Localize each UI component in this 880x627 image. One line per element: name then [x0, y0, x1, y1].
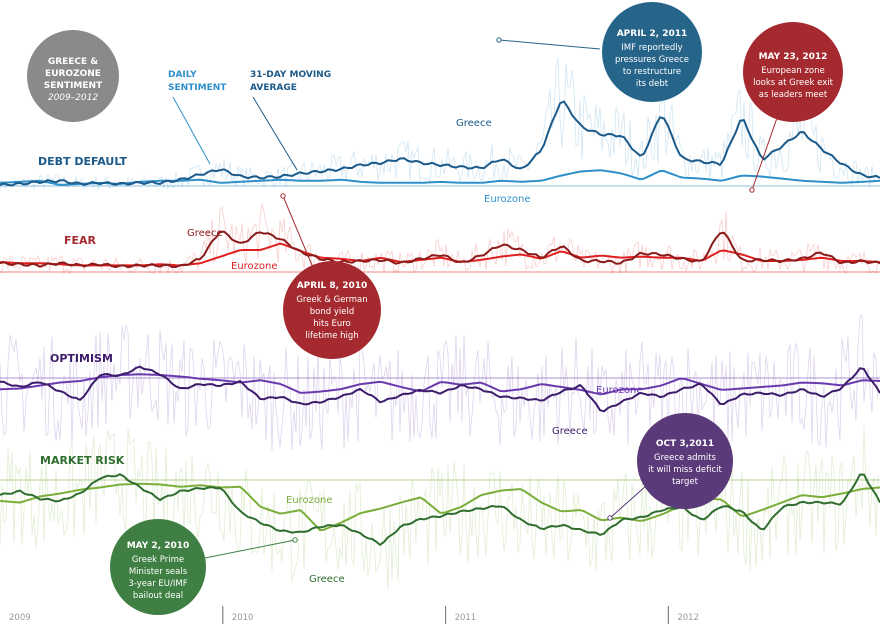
annotation-text-line: target	[672, 477, 699, 487]
annotation-bubble	[283, 261, 381, 359]
annotation-pointer	[751, 114, 779, 191]
annotation-text-line: looks at Greek exit	[753, 78, 834, 88]
annotation-pointer	[204, 539, 296, 559]
title-subtitle: 2009–2012	[48, 93, 99, 103]
title-line-1: GREECE &	[48, 57, 98, 67]
annotation-text-line: lifetime high	[305, 331, 358, 341]
panel-label-market-risk: MARKET RISK	[40, 454, 125, 467]
annotation-date: OCT 3,2011	[656, 439, 714, 449]
legend: DAILY SENTIMENT 31-DAY MOVING AVERAGE	[168, 70, 331, 171]
annotation-marker	[292, 537, 298, 543]
annotation-bubble	[743, 22, 843, 122]
annotation-text-line: hits Euro	[313, 319, 350, 329]
title-line-2: EUROZONE	[45, 69, 101, 79]
annotation-marker	[280, 193, 286, 199]
optimism-greece-label: Greece	[552, 426, 588, 437]
annotation-may-23-2012: MAY 23, 2012 European zone looks at Gree…	[743, 22, 843, 193]
annotation-text-line: Greek Prime	[132, 555, 184, 565]
title-badge-circle	[27, 30, 119, 122]
legend-average-pointer	[252, 96, 298, 171]
optimism-greece-moving-average	[0, 365, 880, 413]
fear-eurozone-label: Eurozone	[231, 261, 278, 272]
title-line-3: SENTIMENT	[44, 81, 103, 91]
annotation-may-2-2010: MAY 2, 2010 Greek Prime Minister seals 3…	[110, 519, 298, 615]
legend-average-line-1: 31-DAY MOVING	[250, 70, 331, 80]
annotation-pointer	[498, 39, 601, 50]
annotation-marker	[607, 515, 613, 521]
annotation-marker	[496, 37, 502, 43]
annotation-pointer	[609, 484, 648, 519]
year-label-2011: 2011	[455, 613, 477, 623]
fear-greece-moving-average	[0, 230, 880, 269]
annotation-text-line: to restructure	[623, 67, 681, 77]
debt-default-eurozone-moving-average	[0, 169, 880, 186]
baseline-layer	[0, 185, 880, 481]
annotation-text-line: Minister seals	[129, 567, 188, 577]
panel-label-optimism: OPTIMISM	[50, 352, 113, 365]
annotation-date: APRIL 8, 2010	[297, 281, 368, 291]
year-label-2010: 2010	[232, 613, 254, 623]
annotation-bubble	[602, 2, 702, 102]
daily-sentiment-layer	[0, 57, 879, 590]
annotation-oct-3-2011: OCT 3,2011 Greece admits it will miss de…	[607, 413, 733, 521]
optimism-eurozone-moving-average	[0, 373, 880, 396]
x-axis: 2009 2010 2011 2012	[9, 606, 699, 624]
annotation-april-8-2010: APRIL 8, 2010 Greek & German bond yield …	[280, 193, 381, 359]
optimism-eurozone-label: Eurozone	[596, 385, 643, 396]
fear-greece-label: Greece	[187, 228, 223, 239]
debt-eurozone-label: Eurozone	[484, 194, 531, 205]
annotation-date: MAY 2, 2010	[127, 541, 190, 551]
annotation-bubble	[637, 413, 733, 509]
market-risk-greece-moving-average	[0, 473, 880, 546]
moving-average-layer	[0, 100, 880, 546]
annotations: APRIL 2, 2011 IMF reportedly pressures G…	[110, 2, 843, 615]
debt-default-greece-moving-average	[0, 100, 880, 187]
annotation-text-line: Greece admits	[654, 453, 717, 463]
debt-greece-label: Greece	[456, 118, 492, 129]
annotation-date: MAY 23, 2012	[759, 52, 828, 62]
legend-average-line-2: AVERAGE	[250, 83, 297, 93]
legend-daily-pointer	[172, 96, 211, 165]
legend-daily-line-1: DAILY	[168, 70, 197, 80]
annotation-bubble	[110, 519, 206, 615]
annotation-date: APRIL 2, 2011	[617, 29, 688, 39]
annotation-text-line: IMF reportedly	[621, 43, 682, 53]
annotation-text-line: as leaders meet	[759, 90, 828, 100]
annotation-marker	[749, 187, 755, 193]
annotation-april-2-2011: APRIL 2, 2011 IMF reportedly pressures G…	[496, 2, 702, 102]
annotation-text-line: Greek & German	[296, 295, 367, 305]
market-greece-label: Greece	[309, 574, 345, 585]
fear-daily-sentiment	[0, 203, 879, 276]
year-label-2009: 2009	[9, 613, 31, 623]
annotation-text-line: bailout deal	[133, 591, 183, 601]
annotation-text-line: bond yield	[310, 307, 354, 317]
legend-daily-line-2: SENTIMENT	[168, 83, 227, 93]
panel-label-debt-default: DEBT DEFAULT	[38, 155, 128, 168]
annotation-text-line: pressures Greece	[615, 55, 689, 65]
annotation-text-line: 3-year EU/IMF	[128, 579, 187, 589]
year-label-2012: 2012	[677, 613, 699, 623]
annotation-text-line: its debt	[636, 79, 669, 89]
title-badge: GREECE & EUROZONE SENTIMENT 2009–2012	[27, 30, 119, 122]
annotation-pointer	[282, 195, 315, 271]
market-eurozone-label: Eurozone	[286, 495, 333, 506]
annotation-text-line: it will miss deficit	[648, 465, 722, 475]
optimism-daily-sentiment	[0, 314, 879, 451]
panel-label-fear: FEAR	[64, 234, 97, 247]
annotation-text-line: European zone	[761, 66, 824, 76]
